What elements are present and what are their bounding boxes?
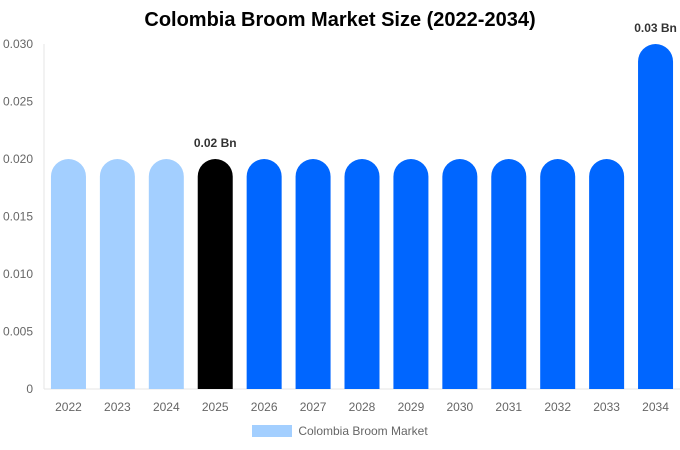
data-label-2025: 0.02 Bn — [194, 136, 237, 150]
bar-2029 — [393, 159, 429, 389]
bar-2022 — [50, 159, 86, 389]
bar-2024 — [148, 159, 184, 389]
bar-2027 — [295, 159, 331, 389]
data-label-2034: 0.03 Bn — [634, 21, 677, 35]
x-tick-label: 2026 — [251, 400, 278, 414]
legend: Colombia Broom Market — [0, 424, 680, 438]
bar-2034 — [638, 44, 674, 389]
bar-2028 — [344, 159, 380, 389]
y-tick-label: 0.015 — [3, 210, 33, 224]
x-tick-label: 2031 — [495, 400, 522, 414]
bar-2032 — [540, 159, 576, 389]
legend-label: Colombia Broom Market — [298, 424, 428, 438]
bar-2025 — [197, 159, 233, 389]
y-tick-label: 0.025 — [3, 95, 33, 109]
chart-title: Colombia Broom Market Size (2022-2034) — [144, 9, 536, 31]
y-tick-label: 0.030 — [3, 37, 33, 51]
y-tick-label: 0.020 — [3, 152, 33, 166]
x-tick-label: 2027 — [300, 400, 327, 414]
x-tick-label: 2033 — [593, 400, 620, 414]
x-tick-label: 2023 — [104, 400, 131, 414]
bar-2031 — [491, 159, 527, 389]
x-tick-label: 2025 — [202, 400, 229, 414]
bar-2030 — [442, 159, 478, 389]
x-tick-label: 2029 — [398, 400, 425, 414]
y-tick-label: 0 — [26, 382, 33, 396]
x-tick-label: 2024 — [153, 400, 180, 414]
legend-swatch — [252, 425, 293, 437]
bar-2023 — [99, 159, 135, 389]
y-tick-label: 0.005 — [3, 325, 33, 339]
x-tick-label: 2028 — [349, 400, 376, 414]
bar-2033 — [589, 159, 625, 389]
x-tick-label: 2034 — [642, 400, 669, 414]
y-tick-label: 0.010 — [3, 267, 33, 281]
x-tick-label: 2032 — [544, 400, 571, 414]
bar-2026 — [246, 159, 282, 389]
x-tick-label: 2022 — [55, 400, 82, 414]
x-tick-label: 2030 — [446, 400, 473, 414]
